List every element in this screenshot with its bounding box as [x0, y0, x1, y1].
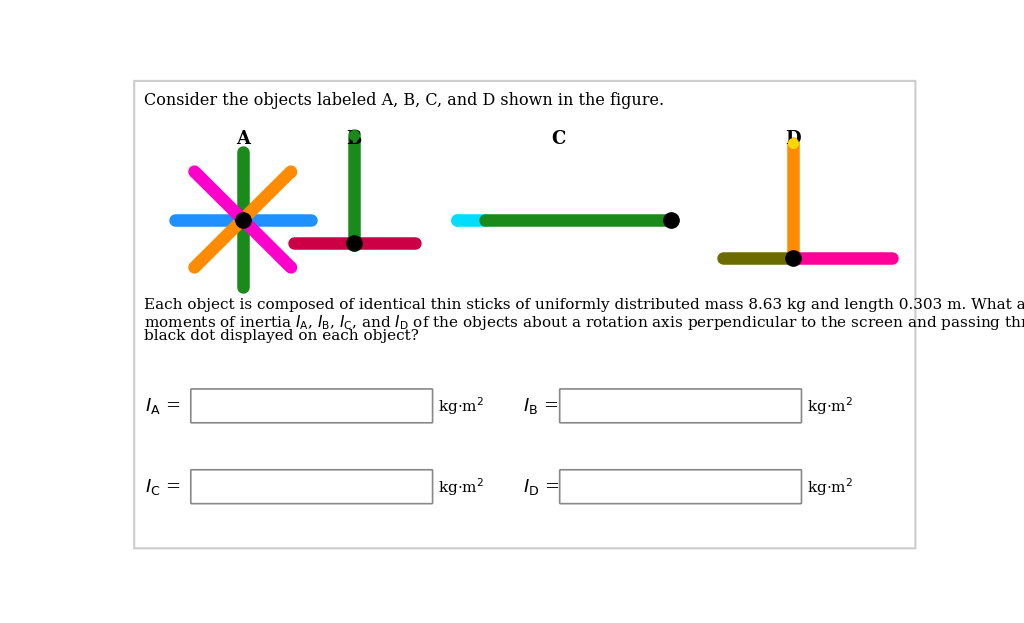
- Text: B: B: [347, 130, 361, 148]
- Text: Consider the objects labeled A, B, C, and D shown in the figure.: Consider the objects labeled A, B, C, an…: [143, 92, 664, 108]
- Text: kg$\cdot$m$^2$: kg$\cdot$m$^2$: [807, 476, 853, 498]
- Text: A: A: [236, 130, 250, 148]
- Text: $I_{\rm B}$ =: $I_{\rm B}$ =: [523, 396, 558, 416]
- Text: kg$\cdot$m$^2$: kg$\cdot$m$^2$: [438, 395, 484, 417]
- FancyBboxPatch shape: [560, 389, 802, 423]
- Text: D: D: [785, 130, 801, 148]
- FancyBboxPatch shape: [134, 81, 915, 548]
- Text: kg$\cdot$m$^2$: kg$\cdot$m$^2$: [438, 476, 484, 498]
- Text: kg$\cdot$m$^2$: kg$\cdot$m$^2$: [807, 395, 853, 417]
- FancyBboxPatch shape: [560, 470, 802, 503]
- Text: $I_{\rm D}$ =: $I_{\rm D}$ =: [523, 477, 559, 497]
- Text: moments of inertia $I_{\rm A}$, $I_{\rm B}$, $I_{\rm C}$, and $I_{\rm D}$ of the: moments of inertia $I_{\rm A}$, $I_{\rm …: [143, 313, 1024, 333]
- Text: $I_{\rm A}$ =: $I_{\rm A}$ =: [145, 396, 180, 416]
- FancyBboxPatch shape: [190, 470, 432, 503]
- Text: $I_{\rm C}$ =: $I_{\rm C}$ =: [145, 477, 180, 497]
- FancyBboxPatch shape: [190, 389, 432, 423]
- Text: black dot displayed on each object?: black dot displayed on each object?: [143, 329, 419, 343]
- Text: Each object is composed of identical thin sticks of uniformly distributed mass 8: Each object is composed of identical thi…: [143, 298, 1024, 312]
- Text: C: C: [551, 130, 565, 148]
